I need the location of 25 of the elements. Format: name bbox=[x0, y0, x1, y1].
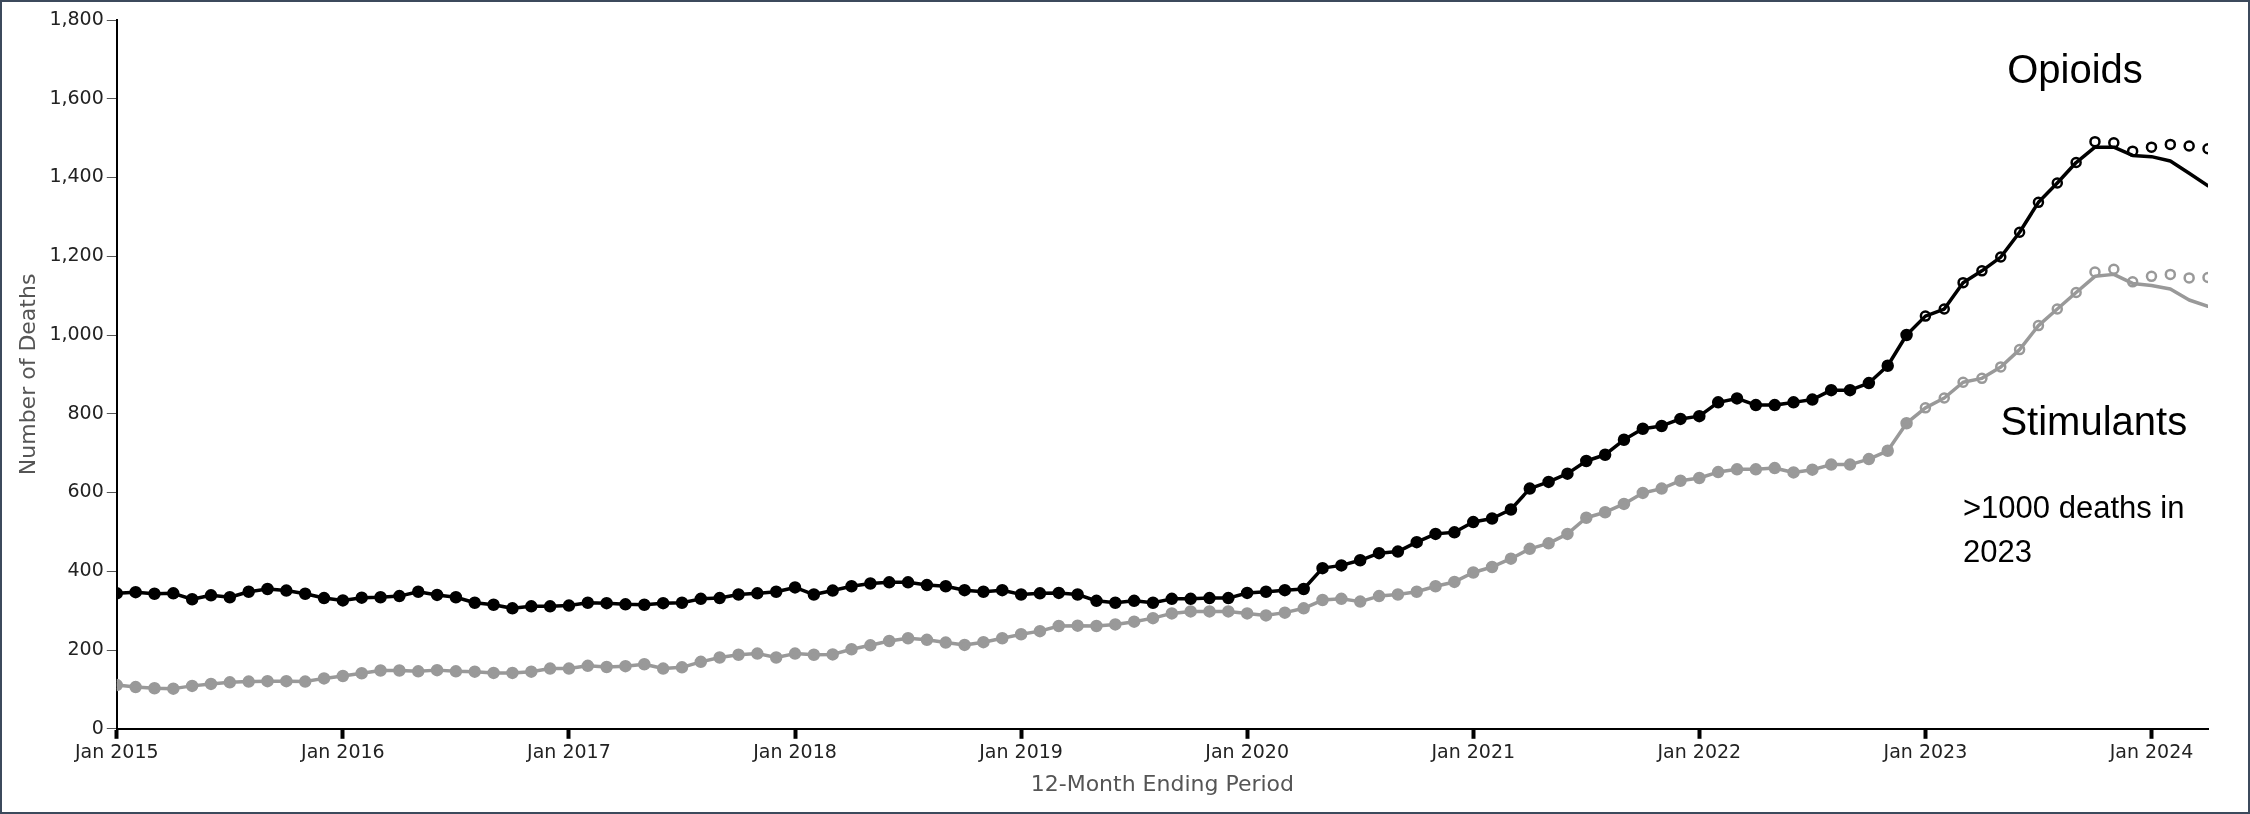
x-tick-label: Jan 2024 bbox=[2108, 740, 2194, 763]
y-tick-label: 1,600 bbox=[49, 85, 104, 108]
x-tick-label: Jan 2017 bbox=[526, 740, 611, 763]
x-tick-label: Jan 2021 bbox=[1430, 740, 1516, 763]
x-tick-label: Jan 2015 bbox=[73, 740, 159, 763]
x-axis-title: 12-Month Ending Period bbox=[1030, 770, 1295, 796]
y-tick-label: 200 bbox=[67, 636, 104, 659]
y-tick-label: 1,200 bbox=[49, 243, 104, 266]
x-tick-label: Jan 2023 bbox=[1882, 740, 1968, 763]
x-tick-label: Jan 2022 bbox=[1656, 740, 1742, 763]
y-tick-label: 400 bbox=[67, 558, 104, 581]
x-tick-label: Jan 2016 bbox=[300, 740, 385, 763]
y-tick-label: 1,800 bbox=[49, 6, 104, 29]
series-label: Stimulants bbox=[2000, 399, 2188, 444]
y-axis-title: Number of Deaths bbox=[14, 273, 40, 476]
y-tick-label: 1,000 bbox=[49, 321, 104, 344]
x-tick-label: Jan 2020 bbox=[1204, 740, 1290, 763]
annotation: >1000 deaths in 2023 bbox=[1963, 489, 2185, 569]
y-tick-label: 1,400 bbox=[49, 164, 104, 187]
y-tick-label: 800 bbox=[67, 400, 104, 423]
series-label: Opioids bbox=[2007, 47, 2143, 92]
x-tick-label: Jan 2019 bbox=[978, 740, 1063, 763]
x-tick-label: Jan 2018 bbox=[752, 740, 837, 763]
y-tick-label: 600 bbox=[67, 479, 104, 502]
y-tick-label: 0 bbox=[91, 715, 104, 738]
